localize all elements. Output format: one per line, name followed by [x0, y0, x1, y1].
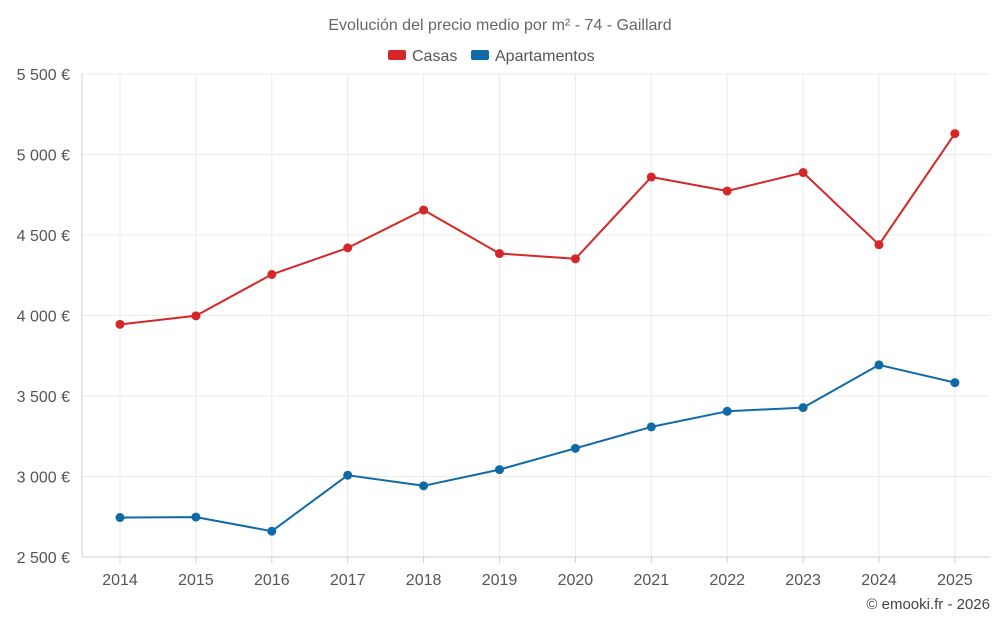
y-axis: 2 500 € 3 000 € 3 500 € 4 000 € 4 500 € 5 000…	[17, 67, 83, 567]
series-casas	[115, 129, 960, 329]
data-point-apartamentos[interactable]	[419, 481, 429, 491]
y-tick-label: 4 000 €	[17, 309, 70, 326]
series	[115, 129, 960, 536]
data-point-apartamentos[interactable]	[722, 406, 732, 416]
data-point-apartamentos[interactable]	[343, 470, 353, 480]
data-point-apartamentos[interactable]	[646, 422, 656, 432]
data-point-casas[interactable]	[191, 311, 201, 321]
legend-label-apartamentos[interactable]: Apartamentos	[495, 48, 595, 65]
x-axis: 2014 2015 2016 2017 2018 2019 2020 2021 2022 2023…	[82, 556, 990, 589]
x-tick-label: 2015	[178, 572, 214, 589]
data-point-casas[interactable]	[570, 254, 580, 264]
x-tick-label: 2024	[861, 572, 897, 589]
y-tick-label: 5 000 €	[17, 148, 70, 165]
x-tick-label: 2025	[937, 572, 973, 589]
data-point-casas[interactable]	[646, 172, 656, 182]
data-point-apartamentos[interactable]	[267, 526, 277, 536]
x-tick-label: 2020	[558, 572, 594, 589]
data-point-casas[interactable]	[495, 249, 504, 259]
series-line-casas	[119, 133, 956, 326]
x-tick-label: 2016	[254, 572, 290, 589]
y-tick-label: 2 500 €	[17, 550, 70, 567]
data-point-casas[interactable]	[267, 269, 277, 279]
y-tick-label: 4 500 €	[17, 228, 70, 245]
legend-swatch-apartamentos[interactable]	[471, 50, 489, 60]
data-point-casas[interactable]	[950, 129, 960, 139]
y-tick-label: 5 500 €	[17, 67, 70, 84]
data-point-casas[interactable]	[343, 243, 353, 253]
x-tick-label: 2021	[634, 572, 670, 589]
x-tick-label: 2023	[785, 572, 821, 589]
data-point-apartamentos[interactable]	[495, 465, 504, 475]
data-point-apartamentos[interactable]	[570, 443, 580, 453]
series-line-apartamentos	[119, 363, 956, 533]
chart-title: Evolución del precio medio por m² - 74 -…	[328, 17, 671, 34]
y-tick-label: 3 500 €	[17, 389, 70, 406]
data-point-casas[interactable]	[419, 205, 429, 215]
data-point-apartamentos[interactable]	[191, 512, 201, 522]
x-tick-label: 2017	[330, 572, 366, 589]
legend[interactable]: Casas Apartamentos	[388, 48, 595, 65]
x-tick-label: 2022	[709, 572, 745, 589]
grid	[82, 73, 990, 558]
x-tick-label: 2014	[102, 572, 138, 589]
data-point-casas[interactable]	[798, 168, 808, 178]
y-tick-label: 3 000 €	[17, 470, 70, 487]
data-point-casas[interactable]	[115, 319, 125, 329]
data-point-apartamentos[interactable]	[874, 360, 884, 370]
data-point-casas[interactable]	[722, 186, 732, 196]
x-tick-label: 2018	[406, 572, 442, 589]
data-point-apartamentos[interactable]	[798, 403, 808, 413]
x-tick-label: 2019	[482, 572, 518, 589]
legend-label-casas[interactable]: Casas	[412, 48, 457, 65]
data-point-apartamentos[interactable]	[950, 378, 960, 388]
legend-swatch-casas[interactable]	[388, 50, 406, 60]
credit-text: © emooki.fr - 2026	[866, 596, 990, 613]
data-point-casas[interactable]	[874, 240, 884, 250]
data-point-apartamentos[interactable]	[115, 513, 125, 523]
series-apartamentos	[115, 360, 960, 536]
